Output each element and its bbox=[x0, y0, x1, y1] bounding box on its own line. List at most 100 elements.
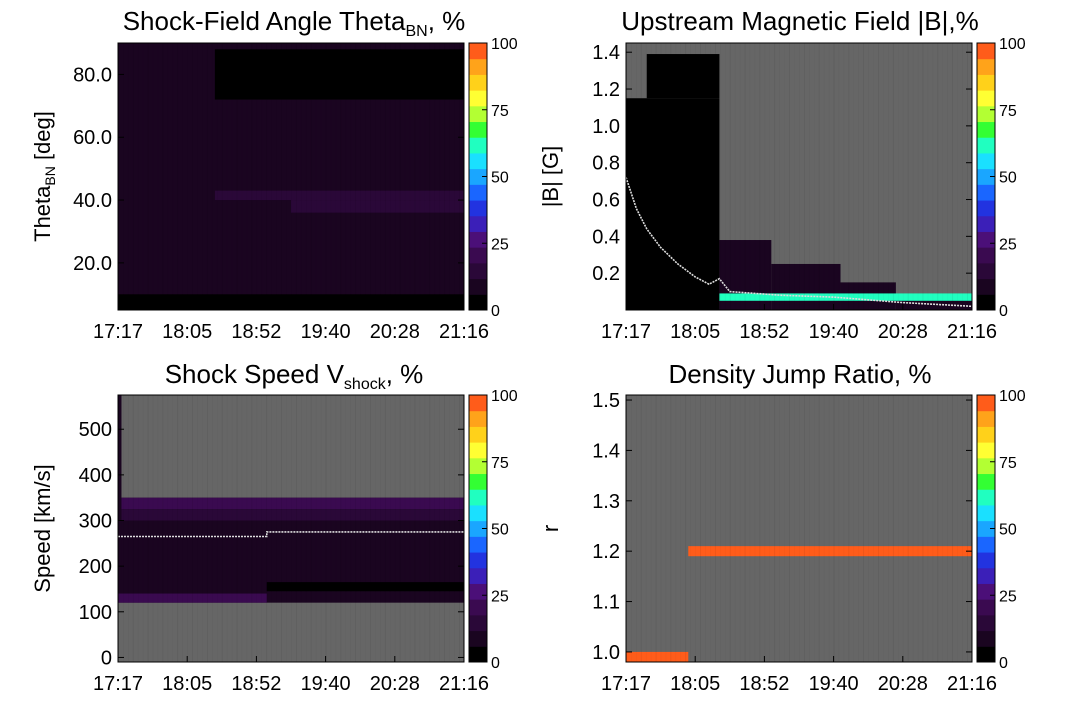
x-tick-label: 20:28 bbox=[370, 321, 420, 343]
heatmap-striation bbox=[380, 43, 381, 310]
heatmap-striation bbox=[291, 43, 292, 310]
heatmap-striation bbox=[321, 43, 322, 310]
heatmap-striation bbox=[740, 43, 741, 310]
heatmap-striation bbox=[883, 43, 884, 310]
heatmap-striation bbox=[375, 43, 376, 310]
heatmap-striation bbox=[350, 395, 351, 662]
heatmap-striation bbox=[962, 395, 963, 662]
heatmap-striation bbox=[670, 395, 672, 662]
heatmap-striation bbox=[952, 395, 954, 662]
trace-line bbox=[626, 177, 972, 308]
heatmap-cell bbox=[646, 54, 720, 99]
x-tick-label: 18:05 bbox=[670, 673, 720, 695]
plot-frame bbox=[117, 394, 465, 663]
colorbar-segment bbox=[469, 184, 487, 201]
colorbar-tick-label: 75 bbox=[999, 455, 1017, 472]
heatmap-striation bbox=[459, 43, 460, 310]
heatmap-striation bbox=[335, 43, 336, 310]
colorbar-segment bbox=[469, 105, 487, 123]
colorbar-tick-label: 25 bbox=[491, 236, 509, 253]
colorbar-tick-label: 0 bbox=[999, 303, 1008, 320]
heatmap-striation bbox=[714, 43, 716, 310]
heatmap-striation bbox=[221, 43, 223, 310]
heatmap-striation bbox=[873, 43, 874, 310]
colorbar-segment bbox=[469, 43, 487, 60]
x-tick-label: 19:40 bbox=[301, 321, 351, 343]
colorbar-segment bbox=[977, 184, 995, 201]
colorbar-tick-label: 25 bbox=[999, 588, 1017, 605]
heatmap-striation bbox=[690, 43, 691, 310]
x-tick-label: 17:17 bbox=[93, 673, 143, 695]
heatmap-striation bbox=[952, 43, 954, 310]
heatmap-striation bbox=[167, 43, 168, 310]
heatmap-striation bbox=[640, 43, 642, 310]
heatmap-striation bbox=[735, 395, 736, 662]
heatmap-striation bbox=[429, 43, 431, 310]
heatmap-cells bbox=[118, 395, 464, 662]
heatmap-striation bbox=[829, 43, 830, 310]
heatmap-striation bbox=[123, 395, 124, 662]
heatmap-striation bbox=[449, 395, 450, 662]
heatmap-striation bbox=[833, 43, 835, 310]
heatmap-striation bbox=[420, 395, 421, 662]
colorbar: 0 25 50 75 100 bbox=[976, 36, 1026, 320]
heatmap-striation bbox=[395, 395, 396, 662]
x-tick-label: 21:16 bbox=[439, 321, 489, 343]
heatmap-striation bbox=[868, 395, 869, 662]
heatmap-striation bbox=[187, 395, 188, 662]
heatmap-striation bbox=[962, 43, 963, 310]
heatmap-striation bbox=[705, 43, 706, 310]
heatmap-striation bbox=[138, 43, 139, 310]
heatmap-striation bbox=[335, 395, 336, 662]
heatmap-striation bbox=[922, 395, 924, 662]
heatmap-striation bbox=[928, 43, 929, 310]
heatmap-striation bbox=[740, 395, 741, 662]
colorbar-tick-label: 25 bbox=[999, 236, 1017, 253]
heatmap-striation bbox=[714, 395, 716, 662]
heatmap-striation bbox=[839, 395, 840, 662]
x-tick-label: 17:17 bbox=[93, 321, 143, 343]
heatmap-striation bbox=[937, 395, 939, 662]
heatmap-striation bbox=[153, 395, 154, 662]
heatmap-striation bbox=[794, 43, 795, 310]
heatmap-striation bbox=[206, 395, 208, 662]
heatmap-striation bbox=[162, 395, 164, 662]
colorbar-tick-label: 0 bbox=[999, 655, 1008, 672]
heatmap-striation bbox=[898, 395, 899, 662]
heatmap-striation bbox=[182, 395, 183, 662]
x-tick-label: 18:52 bbox=[231, 321, 281, 343]
heatmap-striation bbox=[247, 395, 248, 662]
heatmap-striation bbox=[414, 43, 416, 310]
heatmap-striation bbox=[764, 395, 765, 662]
heatmap-striation bbox=[903, 43, 904, 310]
chart-title: Upstream Magnetic Field |B|,% bbox=[621, 6, 978, 36]
colorbar-segment bbox=[977, 473, 995, 490]
heatmap-striation bbox=[764, 43, 765, 310]
colorbar-segment bbox=[977, 278, 995, 295]
colorbar-tick-label: 100 bbox=[999, 388, 1026, 405]
x-tick-label: 19:40 bbox=[809, 321, 859, 343]
heatmap-striation bbox=[439, 395, 440, 662]
heatmap-striation bbox=[271, 43, 272, 310]
heatmap-striation bbox=[306, 395, 307, 662]
heatmap-striation bbox=[310, 43, 312, 310]
heatmap-striation bbox=[365, 395, 366, 662]
heatmap-striation bbox=[937, 43, 939, 310]
x-tick-label: 20:28 bbox=[878, 321, 928, 343]
heatmap-striation bbox=[424, 43, 425, 310]
heatmap-striation bbox=[242, 395, 243, 662]
heatmap-cell bbox=[118, 497, 464, 510]
colorbar-tick-label: 0 bbox=[491, 655, 500, 672]
heatmap-striation bbox=[365, 43, 366, 310]
y-axis-label: |B| [G] bbox=[538, 146, 563, 208]
heatmap-striation bbox=[128, 395, 129, 662]
heatmap-cell bbox=[214, 190, 464, 201]
plot-frame bbox=[117, 42, 465, 311]
heatmap-striation bbox=[295, 395, 297, 662]
colorbar-tick-label: 25 bbox=[491, 588, 509, 605]
heatmap-striation bbox=[655, 43, 657, 310]
heatmap-striation bbox=[720, 395, 721, 662]
y-tick-label: 20.0 bbox=[73, 253, 112, 275]
heatmap-striation bbox=[928, 395, 929, 662]
x-tick-label: 21:16 bbox=[439, 673, 489, 695]
